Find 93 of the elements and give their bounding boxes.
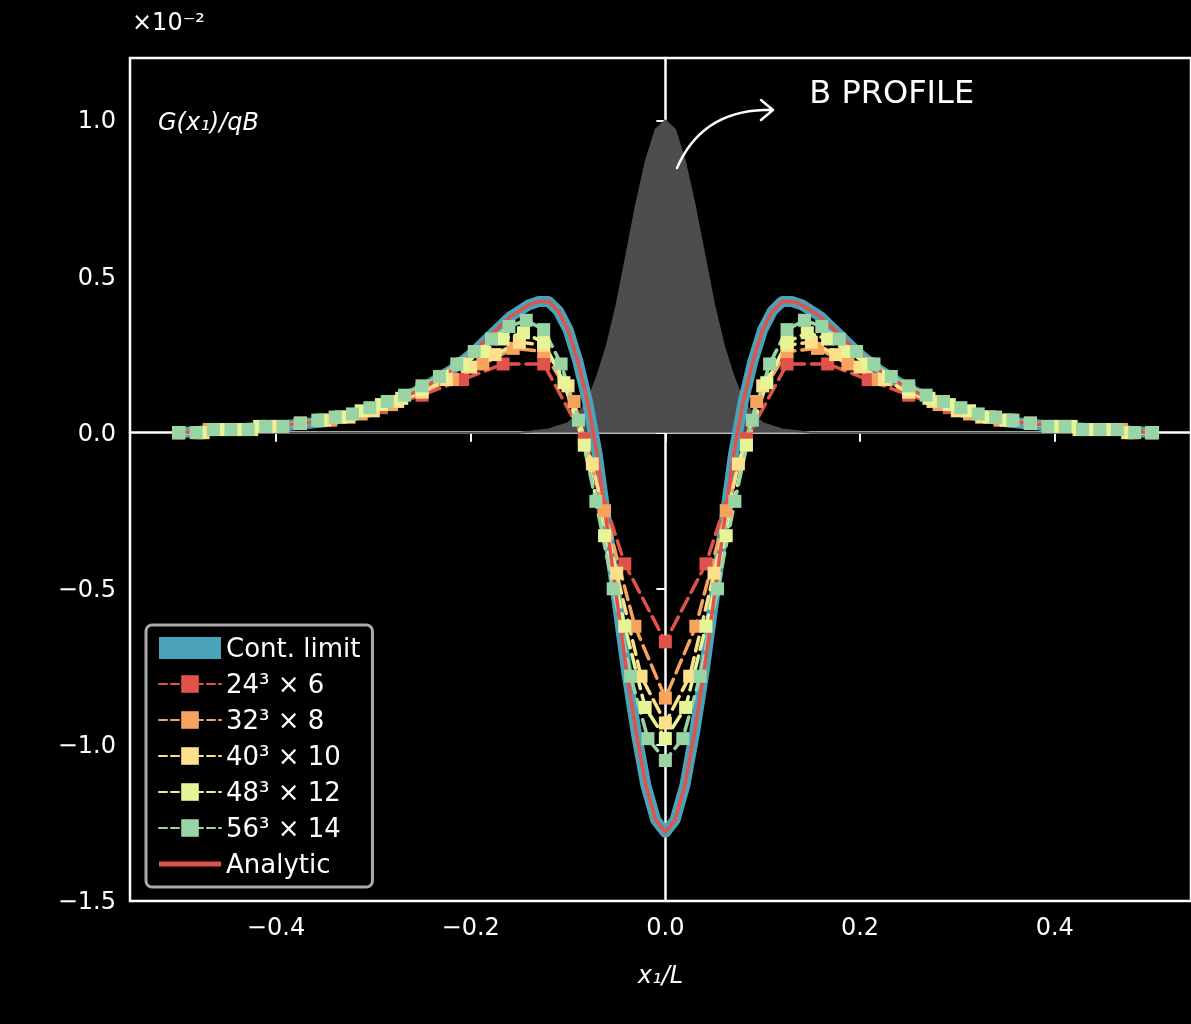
point: [971, 407, 985, 421]
x-tick-label: −0.4: [246, 913, 306, 941]
point: [797, 313, 811, 327]
point: [380, 394, 394, 408]
point: [719, 529, 733, 543]
point: [557, 376, 571, 390]
point: [537, 357, 551, 371]
point: [780, 357, 794, 371]
legend-label: 32³ × 8: [226, 705, 325, 735]
point: [745, 413, 759, 427]
x-tick-label: 0.4: [1035, 913, 1074, 941]
point: [699, 619, 713, 633]
point: [567, 394, 581, 408]
point: [502, 320, 516, 334]
point: [707, 566, 721, 580]
point: [537, 323, 551, 337]
point: [496, 332, 510, 346]
point: [731, 457, 745, 471]
point: [850, 344, 864, 358]
point: [989, 410, 1003, 424]
legend-label: 40³ × 10: [226, 741, 341, 771]
point: [1058, 419, 1072, 433]
x-tick-label: 0.2: [840, 913, 880, 941]
point: [618, 619, 632, 633]
point: [679, 700, 693, 714]
point: [598, 529, 612, 543]
x-axis-title: x₁/L: [636, 961, 684, 989]
point: [519, 313, 533, 327]
y-tick-label: 1.0: [77, 106, 116, 135]
point: [488, 348, 502, 362]
x-tick-label: −0.2: [441, 913, 500, 941]
point: [800, 326, 814, 340]
point: [618, 557, 632, 571]
point: [241, 423, 255, 437]
point: [1076, 423, 1090, 437]
point: [467, 344, 481, 358]
point: [760, 376, 774, 390]
point: [658, 754, 672, 767]
point: [676, 732, 690, 746]
point: [821, 332, 835, 346]
y-tick-label: 0.5: [77, 262, 116, 291]
point: [450, 357, 464, 371]
point: [598, 504, 612, 518]
point: [485, 332, 499, 346]
point: [763, 357, 777, 371]
point: [585, 457, 599, 471]
point: [815, 320, 829, 334]
point: [841, 357, 855, 371]
point: [699, 557, 713, 571]
point: [658, 635, 672, 649]
legend-label: 56³ × 14: [226, 813, 341, 843]
point: [206, 423, 220, 437]
point: [606, 582, 620, 596]
point: [516, 326, 530, 340]
annotation: B PROFILE: [809, 73, 975, 111]
point: [554, 357, 568, 371]
legend-label: Cont. limit: [226, 633, 361, 663]
legend-label: 24³ × 6: [226, 669, 325, 699]
legend-label: 48³ × 12: [226, 777, 341, 807]
point: [224, 423, 238, 437]
point: [711, 582, 725, 596]
point: [829, 348, 843, 362]
point: [641, 732, 655, 746]
point: [658, 716, 672, 730]
x-tick-label: 0.0: [646, 913, 685, 941]
point: [638, 700, 652, 714]
y-tick-label: 0.0: [77, 418, 116, 447]
y-tick-label: −1.5: [57, 887, 116, 915]
point: [571, 413, 585, 427]
text: ×10⁻²: [132, 8, 205, 36]
point: [658, 691, 672, 705]
point: [610, 566, 624, 580]
y-tick-label: −0.5: [57, 574, 116, 603]
y-axis-title: G(x₁)/qB: [158, 108, 259, 136]
point: [954, 401, 968, 415]
point: [693, 669, 707, 683]
y-tick-label: −1.0: [57, 730, 116, 759]
point: [750, 394, 764, 408]
point: [832, 332, 846, 346]
point: [739, 438, 753, 452]
point: [624, 669, 638, 683]
point: [328, 410, 342, 424]
point: [867, 357, 881, 371]
legend-label: Analytic: [226, 849, 331, 879]
point: [728, 494, 742, 508]
point: [589, 494, 603, 508]
point: [259, 419, 273, 433]
point: [780, 323, 794, 337]
point: [658, 732, 672, 746]
point: [577, 438, 591, 452]
point: [346, 407, 360, 421]
point: [1110, 423, 1124, 437]
point: [936, 394, 950, 408]
